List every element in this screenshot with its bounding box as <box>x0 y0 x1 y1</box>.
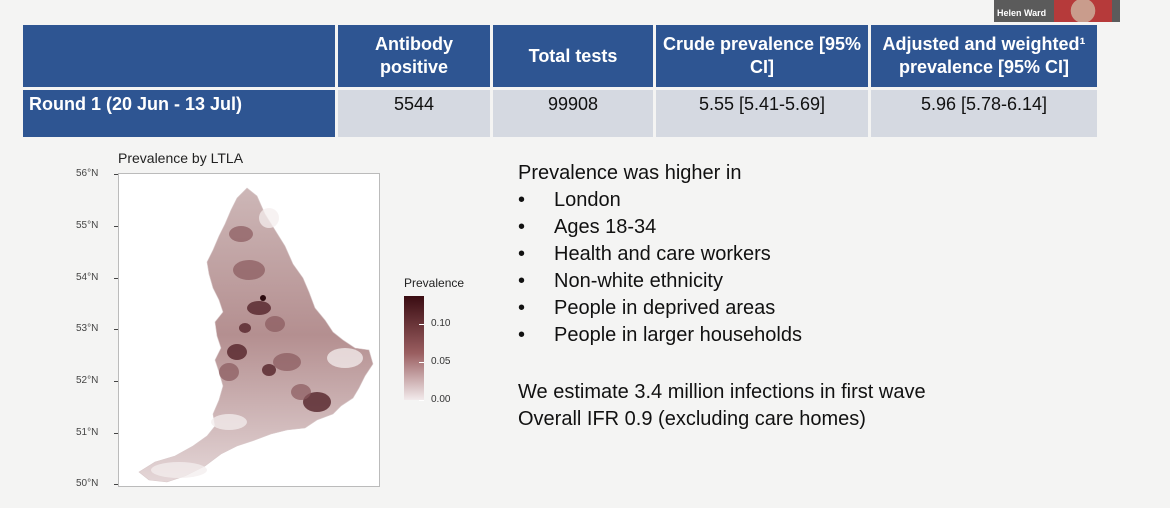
list-item: Ages 18-34 <box>518 214 802 241</box>
list-item: Non-white ethnicity <box>518 268 802 295</box>
legend-color-scale <box>404 296 424 400</box>
table-header-row: Antibody positive Total tests Crude prev… <box>23 25 1097 87</box>
row-label: Round 1 (20 Jun - 13 Jul) <box>23 90 335 137</box>
medium-prevalence-areas <box>219 226 311 400</box>
header-adjusted-prevalence: Adjusted and weighted¹ prevalence [95% C… <box>871 25 1097 87</box>
cell-total-tests: 99908 <box>493 90 653 137</box>
england-map-graphic <box>138 187 374 483</box>
legend-tick-label: 0.05 <box>418 356 451 367</box>
list-item: Health and care workers <box>518 241 802 268</box>
table-corner-cell <box>23 25 335 87</box>
lat-tick-label: 53°N <box>76 323 119 334</box>
lat-tick-label: 56°N <box>76 168 119 179</box>
results-table: Antibody positive Total tests Crude prev… <box>20 22 1100 140</box>
cell-antibody-positive: 5544 <box>338 90 490 137</box>
participant-video <box>1054 0 1112 22</box>
cell-crude-prevalence: 5.55 [5.41-5.69] <box>656 90 868 137</box>
table-row: Round 1 (20 Jun - 13 Jul) 5544 99908 5.5… <box>23 90 1097 137</box>
findings-list: Prevalence was higher in London Ages 18-… <box>518 160 802 349</box>
findings-items: London Ages 18-34 Health and care worker… <box>518 187 802 349</box>
header-antibody-positive: Antibody positive <box>338 25 490 87</box>
legend-tick-label: 0.00 <box>418 394 451 405</box>
estimate-ifr: Overall IFR 0.9 (excluding care homes) <box>518 408 866 430</box>
lat-tick-label: 55°N <box>76 220 119 231</box>
header-total-tests: Total tests <box>493 25 653 87</box>
list-item: London <box>518 187 802 214</box>
cell-adjusted-prevalence: 5.96 [5.78-6.14] <box>871 90 1097 137</box>
lat-tick-label: 54°N <box>76 272 119 283</box>
header-crude-prevalence: Crude prevalence [95% CI] <box>656 25 868 87</box>
findings-lead: Prevalence was higher in <box>518 162 742 184</box>
lat-tick-label: 51°N <box>76 427 119 438</box>
map-title: Prevalence by LTLA <box>118 150 244 166</box>
list-item: People in deprived areas <box>518 295 802 322</box>
lat-tick-label: 50°N <box>76 478 119 489</box>
high-prevalence-areas <box>227 301 331 412</box>
lat-tick-label: 52°N <box>76 375 119 386</box>
webcam-thumbnail[interactable]: Helen Ward <box>994 0 1120 22</box>
legend-tick-label: 0.10 <box>418 318 451 329</box>
list-item: People in larger households <box>518 322 802 349</box>
peak-area-marker <box>260 295 266 301</box>
england-outline <box>138 187 374 483</box>
low-prevalence-areas <box>151 208 363 478</box>
estimate-infections: We estimate 3.4 million infections in fi… <box>518 381 926 403</box>
legend-title: Prevalence <box>404 276 465 290</box>
participant-name: Helen Ward <box>997 8 1047 18</box>
prevalence-map <box>118 173 380 487</box>
estimates: We estimate 3.4 million infections in fi… <box>518 379 926 433</box>
